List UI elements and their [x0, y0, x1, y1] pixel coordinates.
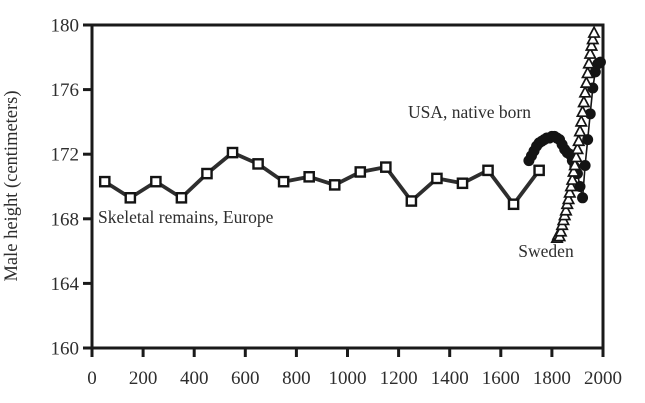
- y-tick-label: 180: [51, 16, 80, 37]
- x-tick-label: 1600: [482, 368, 520, 389]
- data-point-square: [533, 164, 545, 177]
- series-label: Sweden: [518, 241, 574, 261]
- y-axis-title: Male height (centimeters): [2, 90, 22, 281]
- data-point-triangle: [579, 75, 594, 88]
- series-1: [523, 56, 606, 204]
- data-point-square: [201, 167, 213, 180]
- data-point-square: [303, 171, 315, 183]
- data-point-triangle: [554, 224, 568, 237]
- data-point-circle: [577, 192, 589, 204]
- x-tick-label: 1200: [380, 368, 418, 389]
- data-point-triangle: [587, 25, 601, 38]
- series-label: USA, native born: [408, 102, 531, 122]
- x-tick-label: 600: [231, 368, 260, 389]
- x-tick-label: 2000: [584, 368, 622, 389]
- data-point-square: [405, 195, 418, 207]
- series-2: [550, 25, 601, 244]
- y-axis: 160 164 168 172 176 180 Male height (centimete…: [2, 16, 91, 360]
- series-line: [103, 150, 541, 207]
- data-point-square: [456, 177, 469, 190]
- y-tick-label: 160: [51, 339, 80, 360]
- data-point-triangle: [569, 149, 583, 163]
- data-point-square: [226, 146, 239, 159]
- data-point-triangle: [583, 46, 597, 59]
- data-point-circle: [594, 56, 606, 68]
- x-axis: 0 200 400 600 800 1000 1200 1400 1600 1800 2000: [87, 349, 622, 389]
- data-point-square: [431, 172, 443, 185]
- data-point-triangle: [559, 203, 573, 216]
- annotations: Skeletal remains, Europe USA, native born…: [98, 102, 574, 261]
- data-point-triangle: [578, 85, 592, 98]
- data-point-square: [328, 179, 341, 191]
- data-point-square: [175, 192, 188, 204]
- y-tick-label: 168: [51, 209, 80, 230]
- x-tick-label: 1800: [533, 368, 571, 389]
- x-tick-label: 400: [180, 368, 209, 389]
- data-point-triangle: [564, 178, 578, 192]
- data-point-square: [380, 161, 392, 173]
- y-tick-label: 164: [51, 274, 80, 295]
- data-point-square: [277, 175, 290, 188]
- data-point-circle: [582, 134, 594, 146]
- data-point-triangle: [561, 191, 576, 205]
- axes: [90, 23, 605, 350]
- data-point-triangle: [584, 38, 599, 51]
- y-tick-label: 172: [51, 145, 80, 166]
- data-point-triangle: [573, 123, 587, 137]
- data-point-triangle: [581, 65, 595, 79]
- x-tick-label: 1400: [431, 368, 469, 389]
- data-point-triangle: [567, 164, 581, 177]
- data-point-triangle: [577, 94, 591, 108]
- data-point-triangle: [574, 114, 588, 127]
- data-point-square: [354, 166, 367, 178]
- data-point-triangle: [582, 56, 596, 69]
- data-point-square: [98, 175, 111, 188]
- data-point-triangle: [568, 157, 582, 171]
- x-tick-label: 200: [129, 368, 158, 389]
- data-point-triangle: [572, 133, 586, 147]
- data-point-square: [482, 164, 494, 177]
- series-0: [98, 146, 545, 211]
- x-tick-label: 0: [87, 368, 97, 389]
- y-tick-label: 176: [51, 80, 80, 101]
- x-tick-label: 1000: [329, 368, 367, 389]
- data-point-triangle: [563, 185, 577, 198]
- data-point-triangle: [586, 31, 600, 45]
- data-point-circle: [579, 160, 591, 172]
- plot-frame: [90, 23, 605, 350]
- data-point-square: [124, 192, 137, 204]
- series-label: Skeletal remains, Europe: [98, 207, 274, 227]
- data-point-square: [150, 175, 162, 188]
- data-point-triangle: [565, 172, 579, 185]
- data-point-triangle: [570, 141, 585, 155]
- data-point-square: [252, 158, 264, 170]
- data-point-triangle: [575, 104, 590, 118]
- data-point-square: [507, 198, 520, 211]
- x-tick-label: 800: [282, 368, 311, 389]
